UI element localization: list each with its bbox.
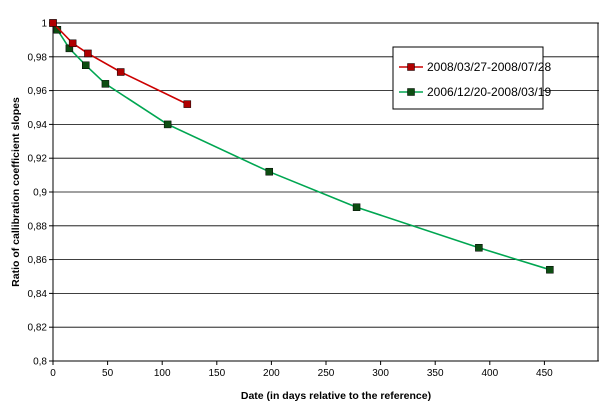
- data-point: [49, 19, 57, 27]
- y-tick-label: 0,88: [28, 221, 48, 232]
- y-axis-ticks: 0,8 0,82 0,84 0,86 0,88 0,9 0,92 0,94 0,96 0,98 1: [28, 19, 53, 368]
- y-tick-label: 0,94: [28, 120, 48, 131]
- data-point: [84, 49, 92, 58]
- data-point: [265, 167, 273, 176]
- y-tick-label: 0,8: [33, 357, 47, 368]
- y-tick-label: 0,98: [28, 52, 48, 63]
- x-tick-label: 350: [427, 368, 444, 379]
- series-layer: [49, 19, 554, 274]
- data-point: [68, 39, 77, 48]
- legend-item: 2006/12/20-2008/03/19: [399, 85, 551, 99]
- y-tick-label: 0,96: [28, 86, 48, 97]
- y-tick-label: 0,84: [28, 289, 48, 300]
- x-tick-label: 300: [372, 368, 389, 379]
- data-point: [116, 68, 125, 76]
- data-point: [475, 244, 483, 252]
- y-tick-label: 0,82: [28, 323, 48, 334]
- series-line: [52, 22, 551, 271]
- x-tick-label: 50: [102, 368, 114, 379]
- series-line: [52, 22, 188, 105]
- y-tick-label: 0,9: [33, 188, 47, 199]
- x-tick-label: 450: [536, 368, 553, 379]
- data-point: [101, 80, 110, 88]
- series-0: [49, 19, 192, 108]
- y-tick-label: 0,86: [28, 255, 48, 266]
- x-tick-label: 150: [208, 368, 225, 379]
- legend-marker: [407, 88, 415, 96]
- legend-item: 2008/03/27-2008/07/28: [399, 60, 551, 74]
- x-tick-label: 200: [263, 368, 280, 379]
- legend-marker: [407, 63, 415, 71]
- x-axis-label: Date (in days relative to the reference): [241, 390, 431, 402]
- y-axis-label: Ratio of callibration coefficient slopes: [10, 97, 22, 287]
- data-point: [546, 265, 554, 274]
- data-point: [53, 26, 62, 34]
- x-tick-label: 0: [50, 368, 56, 379]
- y-tick-label: 0,92: [28, 154, 48, 165]
- legend-label: 2008/03/27-2008/07/28: [427, 60, 551, 74]
- x-tick-label: 100: [154, 368, 171, 379]
- data-point: [163, 120, 172, 129]
- legend-label: 2006/12/20-2008/03/19: [427, 85, 551, 99]
- data-point: [183, 100, 192, 108]
- x-tick-label: 250: [318, 368, 335, 379]
- y-tick-label: 1: [41, 19, 47, 30]
- legend-box: [392, 46, 544, 110]
- legend: 2008/03/27-2008/07/28 2006/12/20-2008/03/…: [392, 46, 551, 110]
- x-tick-label: 400: [481, 368, 498, 379]
- data-point: [82, 61, 90, 69]
- data-point: [352, 203, 361, 211]
- x-axis-ticks: 0 50 100 150 200 250 300 350 400 450: [50, 361, 553, 379]
